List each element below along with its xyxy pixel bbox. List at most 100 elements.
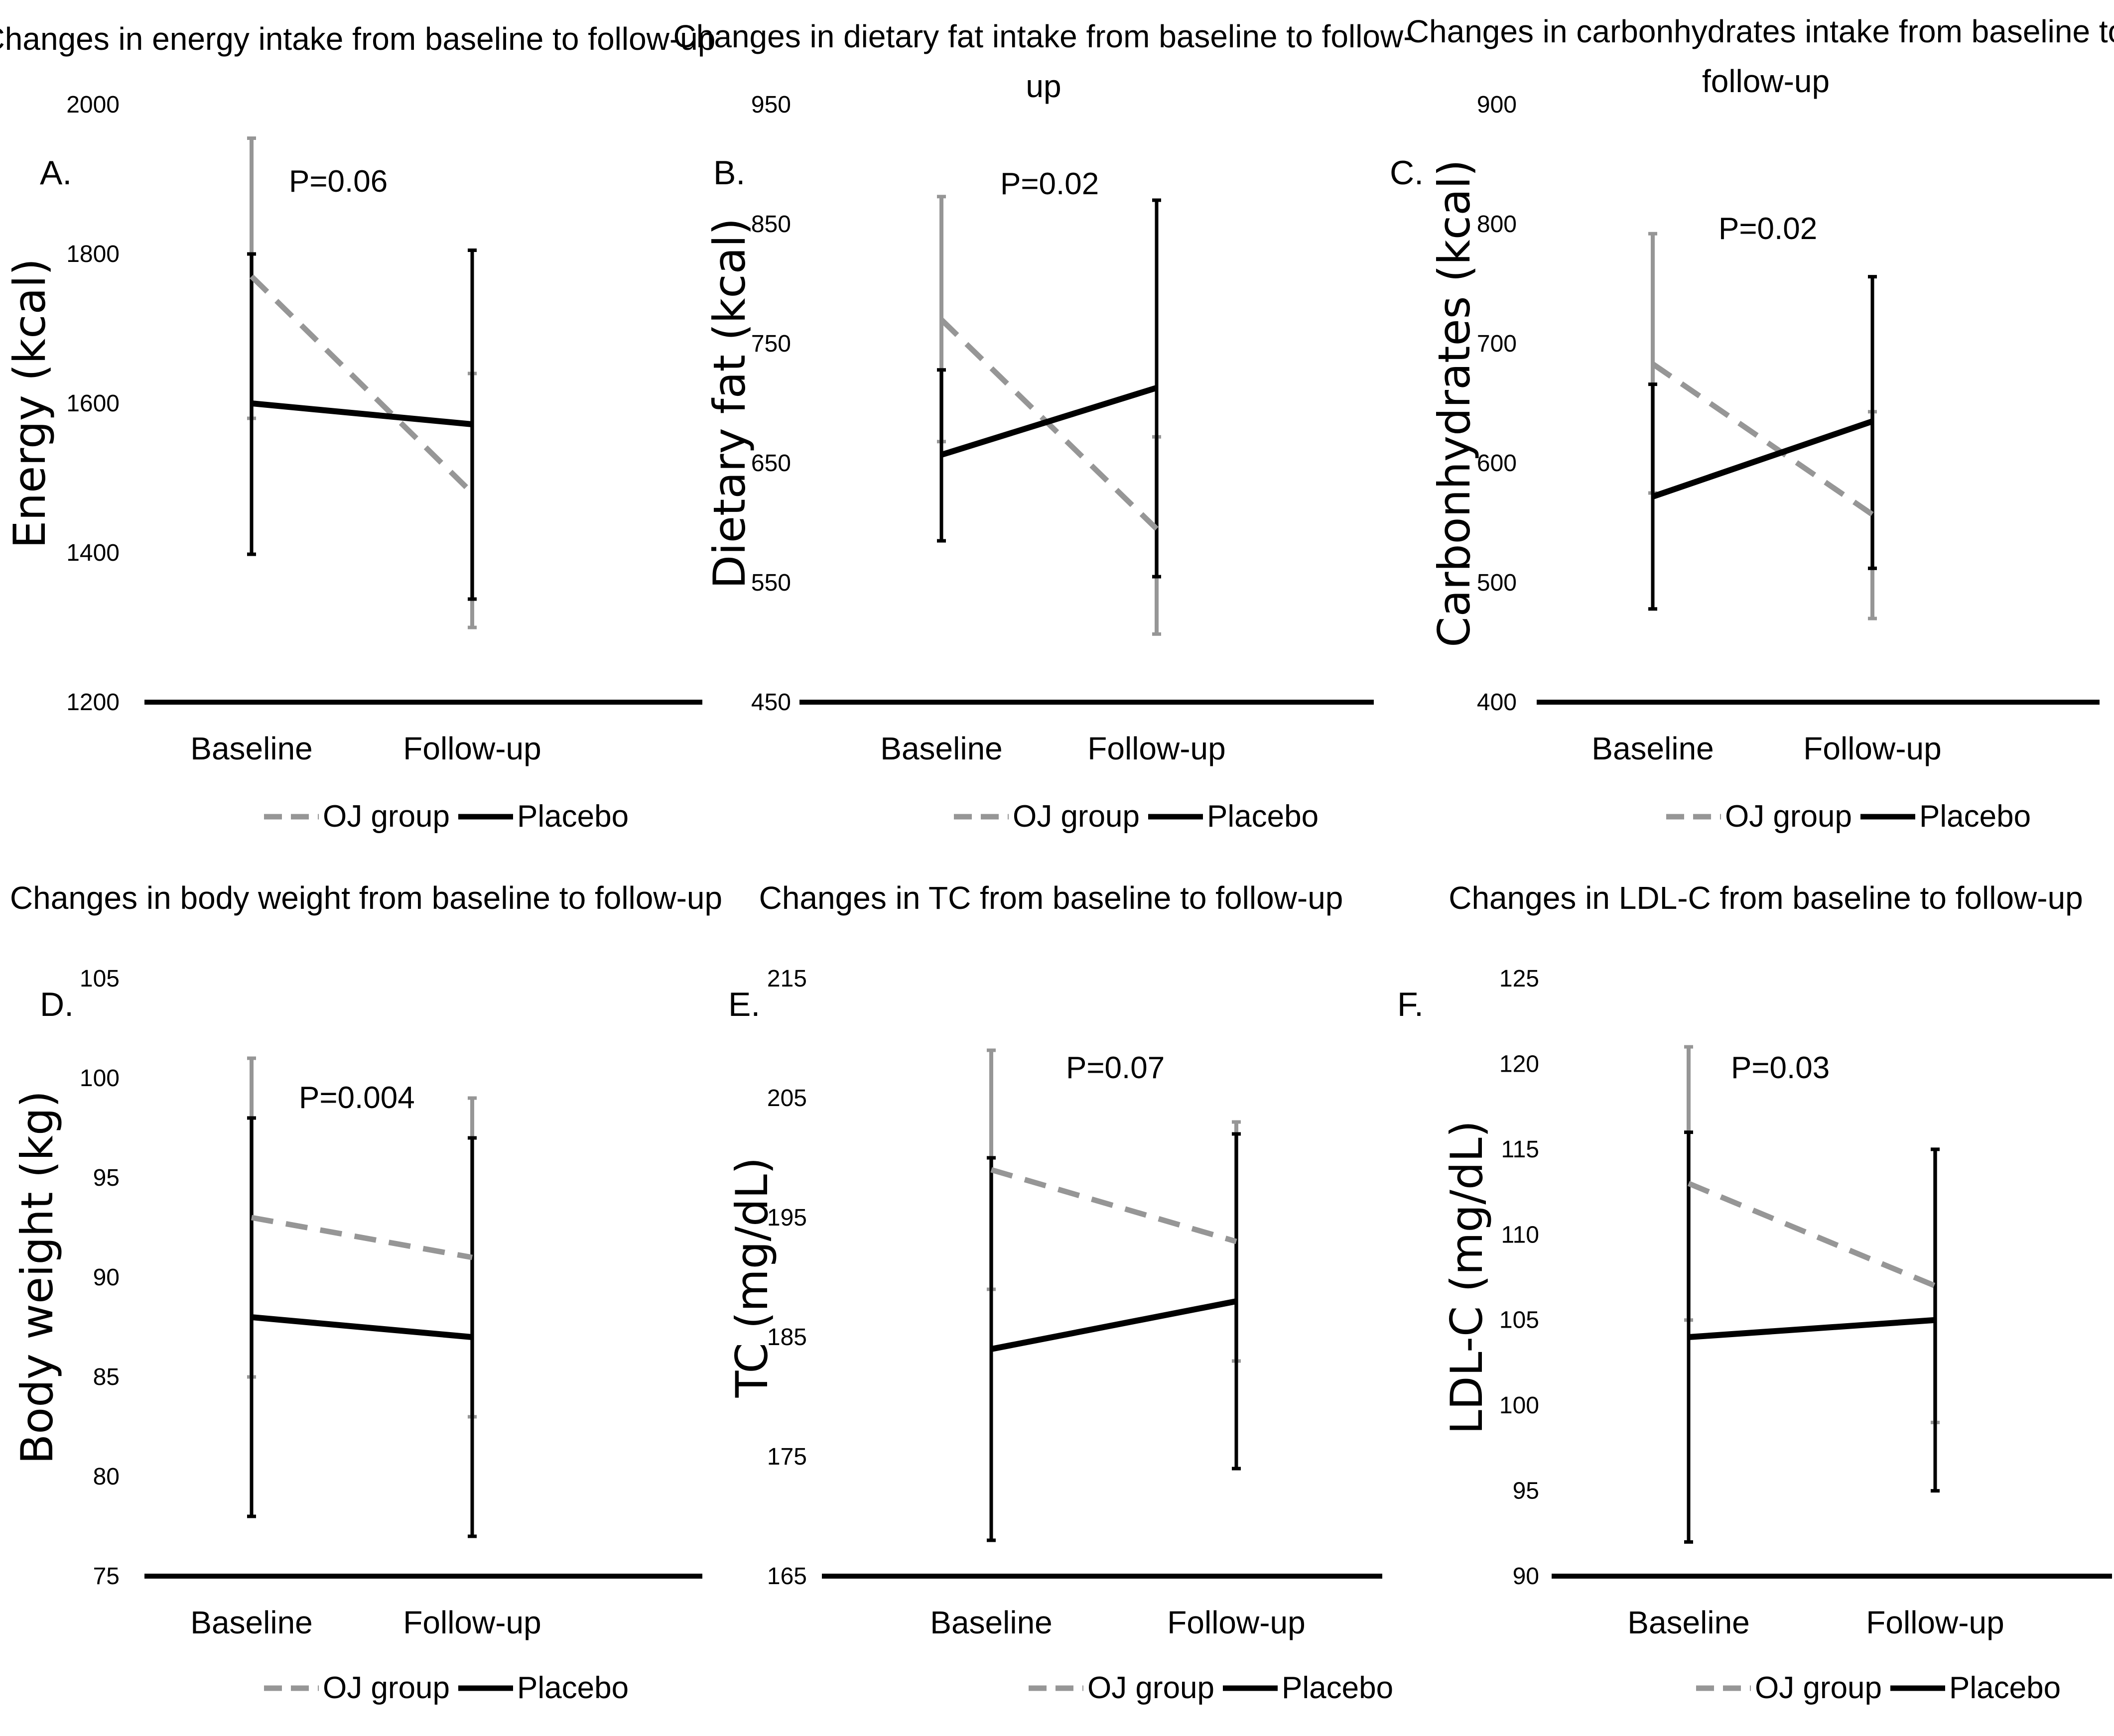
y-axis-label: Carbonhydrates (kcal)	[1429, 159, 1480, 647]
p-value-label: P=0.004	[299, 1081, 415, 1115]
y-tick-label: 550	[751, 570, 791, 596]
chart-title: Changes in carbonhydrates intake from ba…	[1406, 13, 2114, 49]
legend: OJ group Placebo	[264, 1671, 629, 1705]
chart-panel-2: Changes in dietary fat intake from basel…	[673, 18, 1414, 834]
legend-label: OJ group	[1087, 1671, 1214, 1705]
series-line	[251, 1314, 473, 1340]
y-tick-label: 800	[1477, 211, 1517, 238]
y-tick-label: 1800	[66, 241, 120, 267]
y-tick-label: 120	[1499, 1051, 1539, 1077]
y-tick-label: 105	[1499, 1307, 1539, 1334]
legend-label: Placebo	[1282, 1671, 1393, 1705]
x-tick-label: Baseline	[190, 1605, 313, 1640]
x-tick-label: Baseline	[1591, 731, 1714, 766]
x-tick-label: Follow-up	[403, 731, 541, 766]
y-tick-label: 700	[1477, 331, 1517, 357]
y-tick-label: 185	[767, 1324, 807, 1351]
chart-panel-3: Changes in carbonhydrates intake from ba…	[1390, 13, 2114, 834]
y-tick-label: 80	[93, 1464, 120, 1490]
x-tick-label: Follow-up	[1803, 731, 1941, 766]
chart-title: Changes in TC from baseline to follow-up	[759, 880, 1343, 916]
y-axis-label: Body weight (kg)	[11, 1091, 63, 1464]
panel-label: A.	[40, 154, 72, 192]
y-tick-label: 900	[1477, 92, 1517, 118]
y-tick-label: 195	[767, 1205, 807, 1231]
y-tick-label: 95	[93, 1165, 120, 1191]
legend-label: OJ group	[1013, 799, 1140, 834]
y-tick-label: 650	[751, 450, 791, 477]
x-tick-label: Baseline	[880, 731, 1003, 766]
y-tick-label: 125	[1499, 966, 1539, 992]
y-tick-label: 950	[751, 92, 791, 118]
chart-title: Changes in energy intake from baseline t…	[0, 21, 715, 57]
y-tick-label: 105	[80, 966, 120, 992]
y-tick-label: 115	[1501, 1136, 1539, 1163]
p-value-label: P=0.06	[289, 164, 388, 199]
y-tick-label: 90	[93, 1264, 120, 1291]
legend: OJ group Placebo	[1029, 1671, 1393, 1705]
y-tick-label: 165	[767, 1563, 807, 1590]
chart-panel-1: Changes in energy intake from baseline t…	[0, 21, 715, 834]
p-value-label: P=0.02	[1000, 167, 1099, 201]
chart-title: Changes in body weight from baseline to …	[10, 880, 722, 916]
legend-label: OJ group	[323, 1671, 450, 1705]
legend-label: Placebo	[1919, 799, 2031, 834]
series-line	[1687, 1181, 1937, 1289]
p-value-label: P=0.02	[1718, 212, 1817, 246]
y-tick-label: 450	[751, 689, 791, 716]
legend-label: Placebo	[1949, 1671, 2061, 1705]
series-line	[1652, 418, 1873, 499]
y-axis-label: TC (mg/dL)	[726, 1157, 778, 1398]
y-tick-label: 1200	[66, 689, 120, 716]
legend-label: Placebo	[517, 1671, 629, 1705]
y-tick-label: 400	[1477, 689, 1517, 716]
series-line	[990, 1298, 1237, 1352]
y-tick-label: 215	[767, 966, 807, 992]
legend-label: OJ group	[1755, 1671, 1882, 1705]
panel-label: D.	[40, 986, 74, 1023]
series-line	[251, 1215, 473, 1260]
x-tick-label: Baseline	[190, 731, 313, 766]
legend: OJ group Placebo	[264, 799, 629, 834]
y-tick-label: 1600	[66, 390, 120, 417]
y-tick-label: 205	[767, 1085, 807, 1112]
series-line	[1651, 362, 1874, 517]
y-tick-label: 600	[1477, 450, 1517, 477]
panel-label: F.	[1397, 986, 1424, 1023]
y-tick-label: 90	[1513, 1563, 1539, 1590]
y-tick-label: 95	[1513, 1478, 1539, 1504]
chart-panel-4: Changes in body weight from baseline to …	[10, 880, 722, 1705]
legend: OJ group Placebo	[954, 799, 1319, 834]
y-tick-label: 2000	[66, 92, 120, 118]
y-tick-label: 1400	[66, 540, 120, 566]
y-tick-label: 750	[751, 331, 791, 357]
y-tick-label: 850	[751, 211, 791, 238]
y-tick-label: 110	[1501, 1222, 1539, 1248]
chart-panel-6: Changes in LDL-C from baseline to follow…	[1397, 880, 2112, 1705]
y-tick-label: 85	[93, 1364, 120, 1390]
chart-title: Changes in LDL-C from baseline to follow…	[1449, 880, 2083, 916]
series-line	[990, 1167, 1237, 1244]
legend: OJ group Placebo	[1696, 1671, 2061, 1705]
legend-label: OJ group	[323, 799, 450, 834]
p-value-label: P=0.07	[1066, 1051, 1165, 1085]
panel-label: B.	[713, 154, 745, 192]
panel-label: C.	[1390, 154, 1424, 192]
x-tick-label: Baseline	[1627, 1605, 1750, 1640]
y-axis-label: Energy (kcal)	[4, 258, 55, 548]
series-line	[1688, 1317, 1936, 1340]
p-value-label: P=0.03	[1731, 1051, 1830, 1085]
x-tick-label: Follow-up	[1167, 1605, 1305, 1640]
x-tick-label: Follow-up	[403, 1605, 541, 1640]
x-tick-label: Follow-up	[1866, 1605, 2004, 1640]
panel-label: E.	[728, 986, 760, 1023]
legend-label: Placebo	[1207, 799, 1319, 834]
chart-title: follow-up	[1702, 63, 1830, 99]
series-line	[250, 274, 474, 495]
y-tick-label: 100	[1499, 1392, 1539, 1419]
y-axis-label: LDL-C (mg/dL)	[1441, 1120, 1492, 1434]
series-line	[940, 385, 1158, 458]
y-tick-label: 500	[1477, 570, 1517, 596]
y-tick-label: 75	[93, 1563, 120, 1590]
